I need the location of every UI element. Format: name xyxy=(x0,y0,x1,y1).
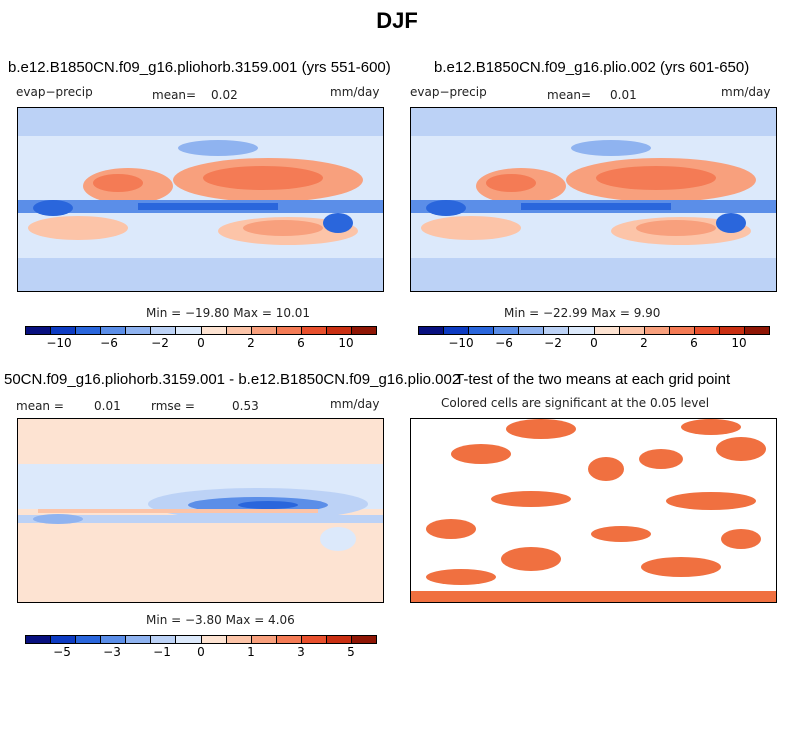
colorbar-swatch xyxy=(301,327,327,334)
colorbar-swatch xyxy=(694,327,720,334)
figure-title: DJF xyxy=(376,8,418,33)
panel1-map xyxy=(17,107,384,292)
panel1-tick: 2 xyxy=(247,336,255,350)
panel3-rmse-value: 0.53 xyxy=(232,399,259,413)
colorbar-swatch xyxy=(251,327,277,334)
panel2-colorbar xyxy=(418,326,770,335)
panel2-tick: 6 xyxy=(690,336,698,350)
panel1-mean-value: 0.02 xyxy=(211,88,238,102)
panel2-variable-label: evap−precip xyxy=(410,85,487,99)
colorbar-swatch xyxy=(76,327,102,334)
colorbar-swatch xyxy=(126,327,152,334)
panel4-title: T-test of the two means at each grid poi… xyxy=(455,371,731,388)
colorbar-swatch xyxy=(226,327,252,334)
panel2-title: b.e12.B1850CN.f09_g16.plio.002 (yrs 601-… xyxy=(434,59,750,76)
panel3-field xyxy=(18,419,383,602)
colorbar-swatch xyxy=(276,327,302,334)
panel3-tick: 0 xyxy=(197,645,205,659)
colorbar-swatch xyxy=(201,327,227,334)
colorbar-swatch xyxy=(419,327,445,334)
colorbar-swatch xyxy=(669,327,695,334)
colorbar-swatch xyxy=(76,636,102,643)
panel1-tick: −2 xyxy=(151,336,169,350)
colorbar-swatch xyxy=(352,636,377,643)
panel2-tick: −6 xyxy=(495,336,513,350)
panel3-title: 50CN.f09_g16.pliohorb.3159.001 - b.e12.B… xyxy=(4,371,461,388)
colorbar-swatch xyxy=(51,327,77,334)
colorbar-swatch xyxy=(176,327,202,334)
colorbar-swatch xyxy=(594,327,620,334)
panel3-tick: −5 xyxy=(53,645,71,659)
panel2-tick: 2 xyxy=(640,336,648,350)
colorbar-swatch xyxy=(301,636,327,643)
colorbar-swatch xyxy=(469,327,495,334)
panel3-rmse-label: rmse = xyxy=(151,399,195,413)
panel3-minmax: Min = −3.80 Max = 4.06 xyxy=(146,613,295,627)
colorbar-swatch xyxy=(151,327,177,334)
panel1-tick: 10 xyxy=(338,336,354,350)
colorbar-swatch xyxy=(352,327,377,334)
panel2-tick: −10 xyxy=(448,336,474,350)
panel3-tick: −1 xyxy=(153,645,171,659)
colorbar-swatch xyxy=(26,636,52,643)
panel1-field xyxy=(18,108,383,291)
panel4-field xyxy=(411,419,776,602)
panel3-tick: 3 xyxy=(297,645,305,659)
panel3-units: mm/day xyxy=(330,397,380,411)
panel1-tick: 0 xyxy=(197,336,205,350)
colorbar-swatch xyxy=(444,327,470,334)
colorbar-swatch xyxy=(251,636,277,643)
colorbar-swatch xyxy=(326,327,353,334)
panel4-subtitle: Colored cells are significant at the 0.0… xyxy=(441,396,710,410)
colorbar-swatch xyxy=(494,327,520,334)
panel3-mean-value: 0.01 xyxy=(94,399,121,413)
colorbar-swatch xyxy=(226,636,252,643)
panel1-units: mm/day xyxy=(330,85,380,99)
colorbar-swatch xyxy=(326,636,353,643)
panel3-tick: −3 xyxy=(103,645,121,659)
colorbar-swatch xyxy=(201,636,227,643)
panel1-tick: 6 xyxy=(297,336,305,350)
panel1-title: b.e12.B1850CN.f09_g16.pliohorb.3159.001 … xyxy=(8,59,391,76)
colorbar-swatch xyxy=(519,327,545,334)
panel2-mean-value: 0.01 xyxy=(610,88,637,102)
panel1-minmax: Min = −19.80 Max = 10.01 xyxy=(146,306,311,320)
colorbar-swatch xyxy=(745,327,770,334)
panel3-map xyxy=(17,418,384,603)
colorbar-swatch xyxy=(619,327,645,334)
colorbar-swatch xyxy=(26,327,52,334)
panel2-map xyxy=(410,107,777,292)
panel2-tick: −2 xyxy=(544,336,562,350)
colorbar-swatch xyxy=(276,636,302,643)
colorbar-swatch xyxy=(151,636,177,643)
colorbar-swatch xyxy=(719,327,746,334)
colorbar-swatch xyxy=(51,636,77,643)
colorbar-swatch xyxy=(101,636,127,643)
colorbar-swatch xyxy=(544,327,570,334)
panel3-mean-label: mean = xyxy=(16,399,64,413)
panel1-tick: −6 xyxy=(100,336,118,350)
panel1-mean-label: mean= xyxy=(152,88,197,102)
panel2-tick: 10 xyxy=(731,336,747,350)
panel2-mean-label: mean= xyxy=(547,88,592,102)
panel1-colorbar xyxy=(25,326,377,335)
panel3-tick: 5 xyxy=(347,645,355,659)
panel2-units: mm/day xyxy=(721,85,771,99)
panel4-map xyxy=(410,418,777,603)
panel3-tick: 1 xyxy=(247,645,255,659)
colorbar-swatch xyxy=(176,636,202,643)
colorbar-swatch xyxy=(644,327,670,334)
colorbar-swatch xyxy=(101,327,127,334)
colorbar-swatch xyxy=(569,327,595,334)
panel1-variable-label: evap−precip xyxy=(16,85,93,99)
panel1-tick: −10 xyxy=(46,336,72,350)
colorbar-swatch xyxy=(126,636,152,643)
panel2-tick: 0 xyxy=(590,336,598,350)
panel3-colorbar xyxy=(25,635,377,644)
panel2-field xyxy=(411,108,776,291)
panel2-minmax: Min = −22.99 Max = 9.90 xyxy=(504,306,661,320)
